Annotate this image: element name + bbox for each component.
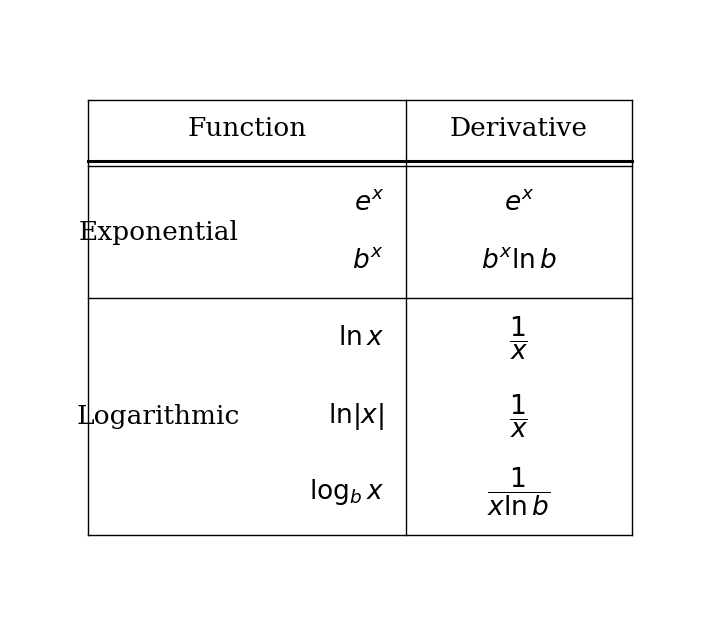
Text: $e^x$: $e^x$ <box>354 190 384 216</box>
Text: Derivative: Derivative <box>450 116 588 141</box>
Text: $\ln x$: $\ln x$ <box>338 325 384 351</box>
Text: $\ln |x|$: $\ln |x|$ <box>328 401 384 432</box>
Text: $b^x$: $b^x$ <box>352 248 384 274</box>
Text: Function: Function <box>187 116 307 141</box>
Text: $\dfrac{1}{x}$: $\dfrac{1}{x}$ <box>510 315 529 362</box>
Text: $\dfrac{1}{x}$: $\dfrac{1}{x}$ <box>510 392 529 440</box>
Text: $e^x$: $e^x$ <box>503 190 534 216</box>
Text: Logarithmic: Logarithmic <box>77 404 240 429</box>
Text: Exponential: Exponential <box>79 219 239 245</box>
Text: $b^x \ln b$: $b^x \ln b$ <box>481 248 557 274</box>
Text: $\dfrac{1}{x\ln b}$: $\dfrac{1}{x\ln b}$ <box>487 466 550 519</box>
Text: $\log_b x$: $\log_b x$ <box>309 477 384 507</box>
